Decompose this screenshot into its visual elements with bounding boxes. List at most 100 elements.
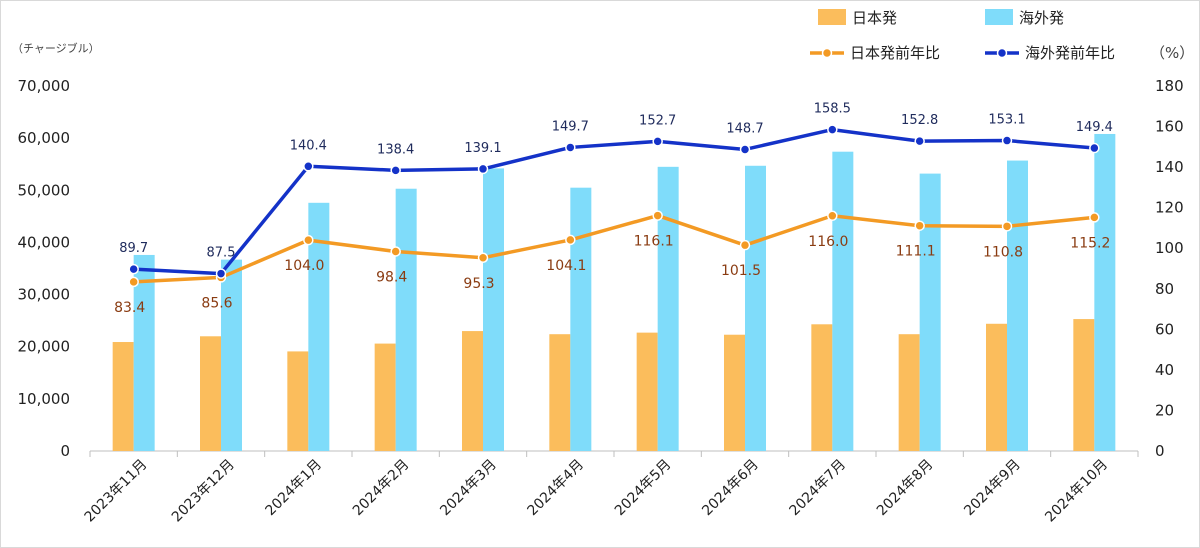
overseas-yoy-data-label: 152.8 (901, 113, 938, 128)
bar-overseas (832, 151, 854, 451)
bar-japan (724, 334, 745, 451)
left-axis-tick-label: 50,000 (18, 181, 71, 199)
line-point-japan-yoy (914, 220, 925, 231)
line-point-overseas-yoy (1001, 135, 1013, 146)
line-point-overseas-yoy (739, 144, 751, 155)
x-axis-tick-label: 2024年5月 (612, 457, 675, 520)
line-point-overseas-yoy (565, 142, 576, 153)
right-axis-tick-label: 80 (1155, 280, 1174, 298)
bar-japan (1073, 319, 1095, 451)
right-axis-tick-label: 60 (1155, 320, 1174, 338)
japan-yoy-data-label: 111.1 (896, 244, 936, 260)
x-axis-tick-label: 2024年1月 (263, 457, 326, 520)
line-point-overseas-yoy (827, 124, 838, 135)
right-axis-tick-label: 180 (1155, 77, 1184, 95)
bar-japan (200, 336, 221, 451)
line-point-japan-yoy (1089, 212, 1100, 223)
bar-japan (636, 332, 658, 451)
left-axis-tick-label: 70,000 (18, 77, 71, 95)
legend-swatch (985, 9, 1013, 25)
bars (112, 133, 1116, 452)
legend-swatch (818, 9, 846, 25)
line-point-japan-yoy (303, 234, 314, 246)
line-point-overseas-yoy (215, 268, 227, 279)
bar-overseas (221, 259, 242, 451)
bar-japan (374, 343, 396, 451)
right-axis-tick-label: 20 (1155, 401, 1174, 419)
lines (128, 124, 1100, 288)
bar-japan (549, 334, 571, 451)
x-axis-tick-label: 2024年3月 (437, 457, 500, 520)
right-axis-tick-label: 140 (1155, 158, 1184, 176)
bar-overseas (308, 202, 330, 451)
legend-label: 日本発前年比 (850, 44, 940, 62)
bar-overseas (1007, 160, 1028, 452)
left-axis-tick-label: 20,000 (18, 338, 71, 356)
line-point-japan-yoy (477, 252, 489, 264)
line-point-overseas-yoy (914, 135, 925, 147)
bar-overseas (395, 188, 417, 451)
overseas-yoy-data-label: 148.7 (726, 121, 763, 136)
overseas-yoy-data-label: 149.4 (1076, 120, 1113, 135)
line-point-overseas-yoy (652, 136, 663, 147)
left-axis-tick-label: 0 (60, 442, 70, 460)
left-axis-tick-label: 40,000 (18, 233, 71, 251)
right-axis-tick-label: 160 (1155, 118, 1184, 136)
japan-yoy-data-label: 115.2 (1070, 235, 1110, 251)
legend-marker (821, 47, 833, 59)
overseas-yoy-data-label: 153.1 (988, 113, 1025, 128)
line-point-japan-yoy (128, 276, 139, 288)
japan-yoy-data-label: 116.0 (808, 234, 848, 250)
overseas-yoy-data-label: 149.7 (552, 119, 589, 134)
bar-japan (462, 331, 483, 451)
right-axis-tick-label: 120 (1155, 199, 1184, 217)
japan-yoy-data-label: 101.5 (721, 263, 761, 279)
data-labels: 89.7 87.5 140.4 138.4 139.1 149.7 152.7 148.7 15… (114, 102, 1113, 316)
line-point-japan-yoy (390, 246, 401, 257)
line-point-overseas-yoy (1089, 142, 1100, 154)
overseas-yoy-data-label: 158.5 (814, 102, 851, 117)
right-axis-tick-label: 40 (1155, 361, 1174, 379)
japan-yoy-data-label: 110.8 (983, 244, 1023, 260)
left-axis-tick-label: 60,000 (18, 129, 71, 147)
right-axis-unit: （%） (1150, 44, 1194, 62)
japan-yoy-data-label: 95.3 (463, 276, 494, 292)
left-axis-unit: （チャージブル） (12, 41, 100, 55)
x-axis-tick-label: 2024年6月 (699, 457, 762, 520)
overseas-yoy-data-label: 152.7 (639, 113, 676, 128)
legend-marker (996, 47, 1008, 59)
x-axis-tick-label: 2024年4月 (525, 457, 588, 520)
x-axis-tick-label: 2023年12月 (169, 457, 238, 526)
bar-overseas (483, 168, 504, 451)
line-point-japan-yoy (827, 210, 838, 222)
x-axis-tick-label: 2024年10月 (1042, 457, 1111, 526)
bar-overseas (570, 187, 592, 451)
x-axis-tick-label: 2024年7月 (787, 457, 850, 520)
overseas-yoy-data-label: 87.5 (207, 246, 236, 261)
bar-overseas (133, 254, 155, 451)
line-point-overseas-yoy (390, 165, 401, 176)
line-point-japan-yoy (739, 239, 751, 251)
x-axis-tick-label: 2023年11月 (82, 457, 151, 526)
bar-japan (287, 351, 309, 451)
japan-yoy-data-label: 104.1 (546, 258, 586, 274)
left-axis-tick-label: 10,000 (18, 390, 71, 408)
x-axis-tick-label: 2024年2月 (350, 457, 413, 520)
bar-japan (811, 324, 833, 451)
bar-overseas (919, 173, 941, 451)
legend-label: 海外発前年比 (1025, 44, 1115, 62)
overseas-yoy-data-label: 138.4 (377, 142, 414, 157)
overseas-yoy-data-label: 140.4 (290, 138, 327, 153)
overseas-yoy-data-label: 139.1 (464, 141, 501, 156)
bar-japan (986, 323, 1007, 451)
right-axis-tick-label: 0 (1155, 442, 1165, 460)
line-point-overseas-yoy (303, 161, 314, 172)
bar-japan (898, 334, 920, 451)
japan-yoy-data-label: 83.4 (114, 300, 145, 316)
japan-yoy-data-label: 98.4 (376, 269, 407, 285)
x-axis-tick-label: 2024年9月 (961, 457, 1024, 520)
bar-japan (112, 342, 134, 451)
overseas-yoy-data-label: 89.7 (119, 241, 148, 256)
